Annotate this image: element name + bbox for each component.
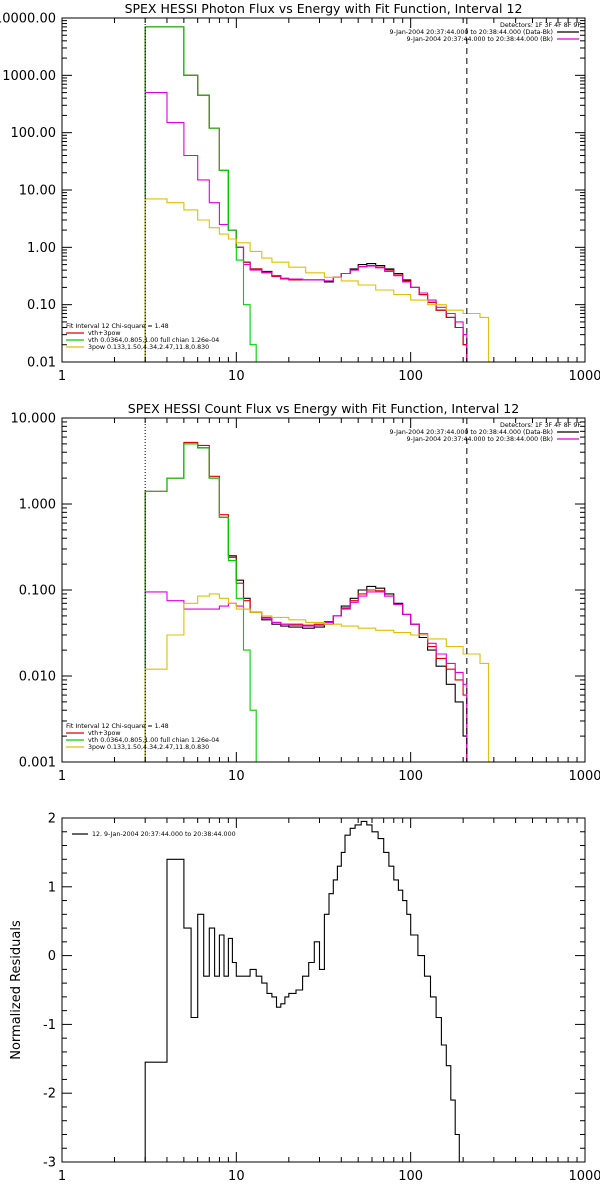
legend-bl-header: Fit Interval 12 Chi-square = 1.48 [66, 323, 169, 330]
x-tick-label: 100 [398, 1169, 423, 1184]
x-tick-label: 10 [228, 369, 245, 384]
series-line-5 [144, 198, 493, 362]
legend-tr-entry: 9-Jan-2004 20:37:44.000 to 20:38:44.000 … [407, 436, 553, 443]
series-line-2 [144, 26, 472, 362]
y-tick-label: -3 [43, 1156, 56, 1171]
y-tick-label: 100.00 [11, 126, 57, 141]
series-line-4 [144, 443, 261, 762]
y-tick-label: 2 [48, 812, 56, 827]
y-tick-label: 1 [48, 880, 56, 895]
x-tick-label: 1000 [568, 369, 600, 384]
x-tick-label: 1000 [568, 1169, 600, 1184]
plot-frame [61, 817, 586, 1163]
series-line-5 [144, 593, 493, 762]
series-group [144, 441, 493, 762]
x-tick-label: 10 [228, 769, 245, 784]
y-tick-label: 0.100 [19, 584, 56, 599]
legend-tl-entry: 12. 9-Jan-2004 20:37:44.000 to 20:38:44.… [92, 831, 236, 838]
series-line-1 [144, 26, 472, 362]
y-tick-label: 10.000 [11, 412, 57, 427]
chart-panel-1: SPEX HESSI Photon Flux vs Energy with Fi… [0, 1, 600, 384]
legend-bl-entry: 3pow 0.133,1.50,4.34,2.47,11.8,0.830 [88, 344, 209, 351]
y-tick-label: 0.010 [19, 670, 56, 685]
legend-bl-entry: vth 0.0364,0.805,1.00 full chian 1.26e-0… [88, 737, 219, 744]
series-group [144, 26, 493, 362]
legend-bl-entry: 3pow 0.133,1.50,4.34,2.47,11.8,0.830 [88, 744, 209, 751]
y-tick-label: 0 [48, 949, 56, 964]
legend-tr-entry: 9-Jan-2004 20:37:44.000 to 20:38:44.000 … [389, 429, 553, 436]
y-tick-label: 0.001 [19, 756, 56, 771]
y-tick-label: -1 [43, 1018, 56, 1033]
plot-frame [61, 17, 586, 363]
y-tick-label: 1.000 [19, 498, 56, 513]
legend-tr-entry: Detectors: 1F 3F 4F 8F 9F [500, 422, 581, 429]
legend-bl-entry: vth 0.0364,0.805,1.00 full chian 1.26e-0… [88, 337, 219, 344]
x-tick-label: 10 [228, 1169, 245, 1184]
series-line-4 [144, 26, 261, 362]
legend-bl-header: Fit Interval 12 Chi-square = 1.48 [66, 723, 169, 730]
series-line-2 [144, 441, 472, 762]
x-tick-label: 100 [398, 369, 423, 384]
y-tick-label: 0.01 [27, 356, 56, 371]
x-tick-label: 1 [58, 369, 66, 384]
x-tick-label: 1000 [568, 769, 600, 784]
y-tick-label: -2 [43, 1087, 56, 1102]
series-line-1 [144, 820, 472, 1162]
chart-title: SPEX HESSI Count Flux vs Energy with Fit… [128, 401, 519, 416]
plot-frame [61, 417, 586, 763]
legend-tr-entry: 9-Jan-2004 20:37:44.000 to 20:38:44.000 … [389, 29, 553, 36]
legend-tr-entry: 9-Jan-2004 20:37:44.000 to 20:38:44.000 … [407, 36, 553, 43]
y-axis-label: Normalized Residuals [9, 920, 24, 1060]
chart-title: SPEX HESSI Photon Flux vs Energy with Fi… [125, 1, 523, 16]
legend-bl-entry: vth+3pow [88, 730, 120, 737]
series-group [144, 820, 472, 1162]
x-tick-label: 100 [398, 769, 423, 784]
x-tick-label: 1 [58, 1169, 66, 1184]
legend-bl-entry: vth+3pow [88, 330, 120, 337]
y-tick-label: 10.00 [19, 184, 56, 199]
x-tick-label: 1 [58, 769, 66, 784]
chart-panel-3: 1 10 100 1000 -3 -2 -1 0 1 2 Normalized Residuals 1… [9, 812, 600, 1185]
y-tick-label: 10000.00 [0, 12, 56, 27]
y-tick-label: 0.10 [27, 298, 56, 313]
chart-panel-2: SPEX HESSI Count Flux vs Energy with Fit… [11, 401, 600, 784]
legend-tr-entry: Detectors: 1F 3F 4F 8F 9F [500, 22, 581, 29]
y-tick-label: 1.00 [27, 241, 56, 256]
y-tick-label: 1000.00 [2, 69, 56, 84]
series-line-3 [144, 92, 472, 362]
